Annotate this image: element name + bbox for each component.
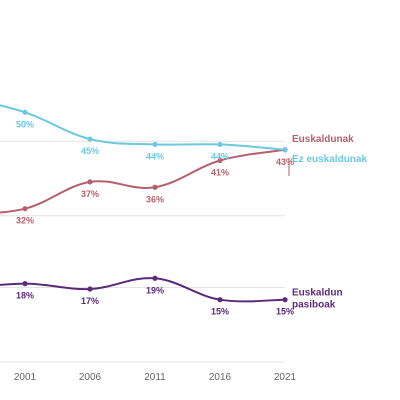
data-point-euskaldun-pasiboak-2011[interactable] [152, 275, 158, 281]
series-line-ez-euskaldunak [0, 104, 286, 151]
series-name-euskaldun-pasiboak: Euskaldun pasiboak [292, 288, 343, 311]
data-point-euskaldun-pasiboak-2006[interactable] [87, 286, 93, 292]
series-line-euskaldun-pasiboak [0, 277, 286, 303]
data-point-euskaldunak-2001[interactable] [22, 206, 28, 212]
data-label-euskaldun-pasiboak-2006: 17% [81, 296, 99, 306]
data-point-ez-euskaldunak-2021[interactable] [282, 147, 288, 153]
data-label-euskaldunak-2021: 43% [276, 157, 294, 167]
data-label-euskaldunak-2001: 32% [16, 216, 34, 226]
data-point-ez-euskaldunak-2006[interactable] [87, 136, 93, 142]
data-label-euskaldun-pasiboak-2021: 15% [276, 307, 294, 317]
x-tick-2016: 2016 [209, 372, 232, 383]
data-point-euskaldun-pasiboak-2016[interactable] [217, 297, 223, 303]
series-line-euskaldunak [0, 148, 286, 214]
data-point-ez-euskaldunak-2011[interactable] [152, 141, 158, 148]
data-label-euskaldunak-2011: 36% [146, 194, 164, 204]
x-tick-2006: 2006 [79, 372, 102, 383]
data-label-euskaldun-pasiboak-2001: 18% [16, 291, 34, 301]
data-point-euskaldunak-2006[interactable] [87, 179, 93, 185]
data-point-euskaldunak-2016[interactable] [217, 157, 223, 164]
data-point-euskaldun-pasiboak-2021[interactable] [282, 297, 288, 303]
data-label-ez-euskaldunak-2016: 44% [211, 151, 229, 161]
data-point-ez-euskaldunak-2001[interactable] [22, 109, 28, 115]
series-name-euskaldunak: Euskaldunak [292, 134, 354, 145]
data-label-ez-euskaldunak-2001: 50% [16, 119, 34, 129]
data-label-ez-euskaldunak-2011: 44% [146, 151, 164, 161]
data-point-euskaldunak-2011[interactable] [152, 184, 158, 190]
x-tick-2001: 2001 [14, 372, 37, 383]
data-point-euskaldun-pasiboak-2001[interactable] [22, 281, 28, 287]
data-label-euskaldun-pasiboak-2011: 19% [146, 285, 164, 295]
series-name-ez-euskaldunak: Ez euskaldunak [292, 154, 367, 165]
data-label-euskaldunak-2016: 41% [211, 167, 229, 177]
x-tick-2011: 2011 [144, 372, 166, 383]
x-tick-2021: 2021 [274, 372, 297, 383]
data-point-ez-euskaldunak-2016[interactable] [217, 141, 223, 148]
data-label-euskaldunak-2006: 37% [81, 189, 99, 199]
data-label-euskaldun-pasiboak-2016: 15% [211, 307, 229, 317]
data-label-ez-euskaldunak-2006: 45% [81, 146, 99, 156]
